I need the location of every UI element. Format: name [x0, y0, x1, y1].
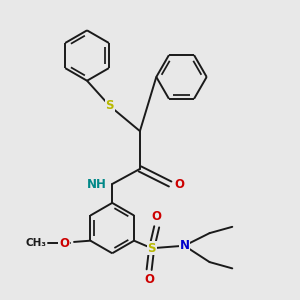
Text: O: O: [59, 237, 69, 250]
Text: NH: NH: [87, 178, 107, 190]
Text: S: S: [147, 242, 156, 255]
Text: O: O: [144, 273, 154, 286]
Text: O: O: [152, 210, 162, 223]
Text: O: O: [174, 178, 184, 190]
Text: N: N: [179, 239, 189, 252]
Text: CH₃: CH₃: [25, 238, 46, 248]
Text: S: S: [105, 99, 114, 112]
